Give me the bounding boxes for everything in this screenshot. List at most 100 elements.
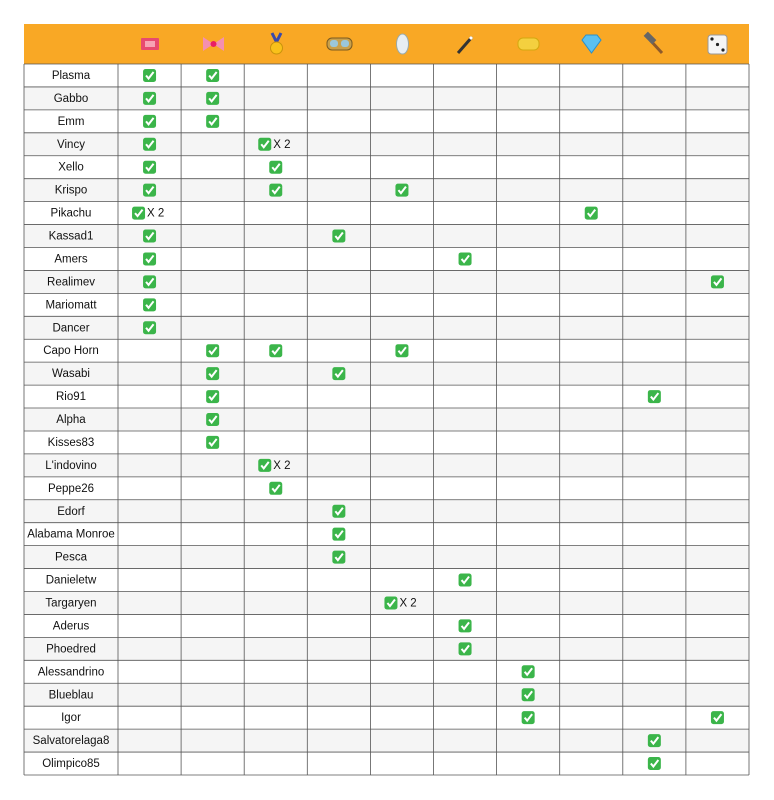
check-mark [523,713,533,723]
check-mark [145,254,155,264]
check-icon [143,160,157,174]
check-icon [258,458,272,472]
check-box [332,367,346,381]
check-box [269,481,283,495]
check-box [332,229,346,243]
check-mark [208,415,218,425]
check-mark [713,713,723,723]
row-name: Amers [54,253,87,265]
row-name: Pesca [55,552,88,564]
check-box [143,183,157,197]
check-icon [269,344,283,358]
check-mark [145,323,155,333]
check-mark [145,71,155,81]
row-shade [24,408,749,431]
check-box [258,137,272,151]
row-shade [24,729,749,753]
check-icon [332,550,346,564]
check-box [206,114,220,128]
row-name: Edorf [57,506,85,518]
check-icon [206,413,220,426]
check-box [647,390,661,404]
check-mark [271,346,281,356]
check-mark [650,736,660,746]
check-box [206,413,220,426]
row-name: Alessandrino [38,666,104,678]
check-box [269,160,283,174]
row-name: Alpha [56,414,86,426]
check-mark [271,163,281,172]
check-icon [332,527,346,541]
header-row [24,24,749,64]
check-box [332,527,346,541]
row-name: Gabbo [54,93,89,105]
row-shade [24,132,749,156]
check-icon [143,275,157,289]
check-mark [260,140,270,149]
check-icon [206,390,220,404]
check-box [206,390,220,404]
check-icon [143,229,157,243]
check-box [458,642,472,656]
row-name: Plasma [52,70,91,82]
check-mark [586,208,597,218]
check-box [143,298,157,312]
check-box [458,619,472,633]
bow-icon [203,37,224,51]
row-shade [24,316,749,340]
check-box [206,68,220,82]
row-name: Kassad1 [49,231,94,243]
check-mark [145,140,155,149]
row-shade [24,545,749,569]
check-icon [206,91,220,105]
check-box [647,734,661,748]
row-shade [24,499,749,523]
check-box [143,91,157,105]
check-box [269,183,283,197]
check-mark [334,507,344,516]
check-box [458,573,472,587]
check-icon [143,183,157,197]
row-name: Dancer [52,322,89,334]
check-mark [523,667,533,677]
row-name: Pikachu [51,208,92,220]
cell-count: X 2 [273,139,290,151]
check-box [332,550,346,564]
check-icon [710,711,724,725]
row-name: Vincy [57,139,85,151]
row-name: Capo Horn [43,345,99,357]
check-mark [334,231,344,241]
check-mark [460,644,470,654]
check-icon [206,344,220,358]
check-mark [145,186,155,195]
check-icon [206,367,220,381]
row-shade [24,270,749,294]
check-icon [269,160,283,174]
check-box [647,757,661,771]
check-icon [384,596,398,610]
check-box [395,183,409,197]
row-name: Xello [58,162,84,174]
check-icon [332,367,346,381]
check-mark [145,163,155,172]
row-name: L'indovino [45,460,96,472]
check-icon [206,114,220,128]
check-mark [208,71,218,81]
check-mark [334,530,344,539]
row-shade [24,362,749,386]
check-box [458,252,472,266]
check-icon [521,688,535,702]
check-icon [521,665,535,679]
row-shade [24,453,749,477]
row-name: Aderus [53,620,90,632]
check-mark [334,369,344,379]
check-mark [523,690,533,700]
check-box [206,344,220,358]
sponge-icon [517,37,540,51]
check-mark [460,254,470,264]
medal-icon [270,32,283,55]
check-icon [332,504,346,518]
check-icon [332,229,346,243]
check-box [710,275,724,289]
